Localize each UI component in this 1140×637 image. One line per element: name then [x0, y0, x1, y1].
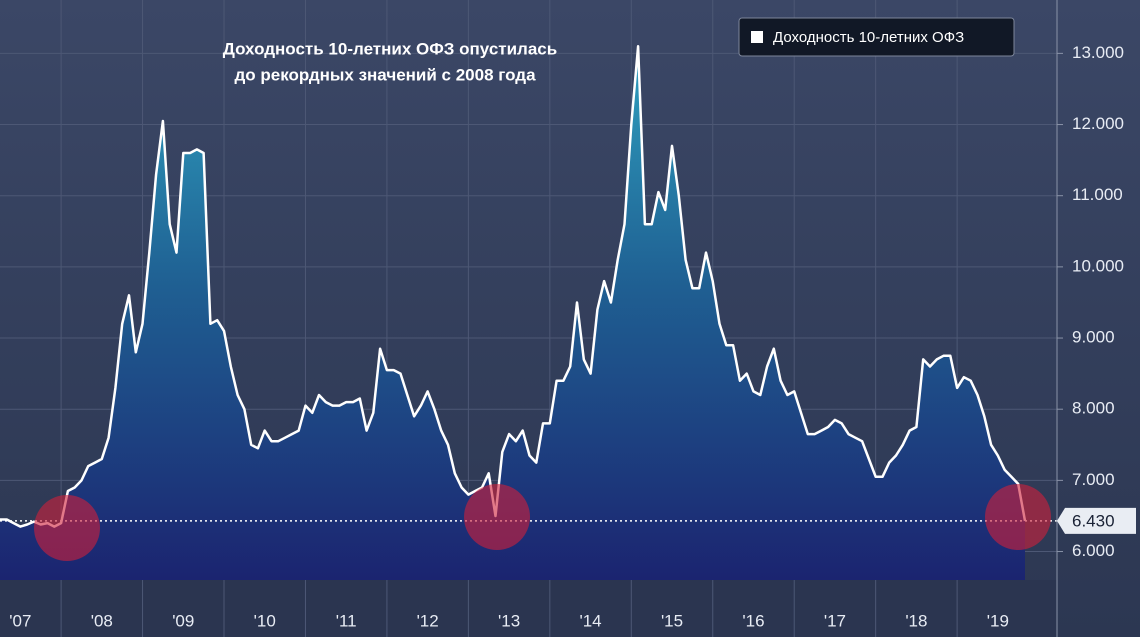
area-fill	[0, 46, 1025, 581]
highlight-circle	[985, 484, 1051, 550]
x-tick-label: '07	[9, 611, 31, 630]
x-axis-strip	[0, 580, 1057, 637]
legend-swatch	[751, 31, 763, 43]
x-tick-label: '08	[91, 611, 113, 630]
chart-subtitle: до рекордных значений с 2008 года	[234, 65, 536, 84]
highlight-circle	[34, 495, 100, 561]
y-tick-label: 6.000	[1072, 541, 1115, 560]
x-tick-label: '14	[579, 611, 601, 630]
y-tick-label: 13.000	[1072, 43, 1124, 62]
line	[0, 45, 1027, 528]
legend: Доходность 10-летних ОФЗ	[738, 17, 1015, 57]
legend-label: Доходность 10-летних ОФЗ	[773, 29, 964, 46]
x-tick-label: '18	[905, 611, 927, 630]
legend-box	[738, 17, 1015, 57]
x-tick-label: '13	[498, 611, 520, 630]
y-tick-label: 7.000	[1072, 470, 1115, 489]
x-tick-label: '19	[987, 611, 1009, 630]
y-tick-label: 11.000	[1072, 185, 1123, 204]
y-tick-label: 12.000	[1072, 114, 1124, 133]
y-tick-label: 10.000	[1072, 256, 1124, 275]
chart-title: Доходность 10-летних ОФЗ опустилась	[223, 39, 557, 58]
x-tick-label: '16	[742, 611, 764, 630]
last-value-label: 6.430	[1072, 511, 1115, 530]
x-tick-label: '17	[824, 611, 846, 630]
x-tick-label: '11	[336, 611, 357, 630]
last-value-box	[1057, 507, 1136, 534]
y-tick-label: 8.000	[1072, 399, 1115, 418]
x-tick-label: '15	[661, 611, 683, 630]
x-tick-label: '12	[417, 611, 439, 630]
x-tick-label: '10	[254, 611, 276, 630]
plot	[0, 45, 1057, 581]
highlight-circle	[464, 484, 530, 550]
y-tick-label: 9.000	[1072, 328, 1115, 347]
x-tick-label: '09	[172, 611, 194, 630]
